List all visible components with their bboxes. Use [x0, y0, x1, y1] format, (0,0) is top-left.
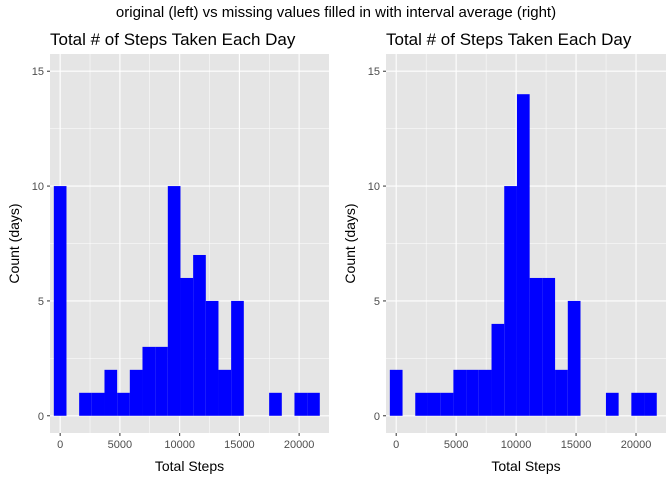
y-axis-title: Count (days) [6, 203, 22, 283]
panel-title: Total # of Steps Taken Each Day [50, 30, 296, 49]
histogram-bar [529, 277, 543, 416]
x-tick-label: 20000 [621, 439, 652, 451]
histogram-bar [231, 300, 244, 416]
panel-left: 0 5 10 15 0 5000 10000 15000 20000 Total # of S… [6, 30, 329, 474]
histogram-bar [104, 369, 118, 416]
x-tick-label: 0 [57, 439, 63, 451]
histogram-bar [129, 369, 143, 416]
histogram-bar [478, 369, 492, 416]
histogram-bar [453, 369, 467, 416]
histogram-bar [415, 392, 428, 416]
y-tick-label: 5 [38, 296, 44, 308]
histogram-bar [644, 392, 657, 416]
histogram-bar [79, 392, 92, 416]
y-tick-label: 0 [374, 411, 380, 423]
y-tick-label: 0 [38, 411, 44, 423]
histogram-bar [91, 392, 105, 416]
histogram-bar [269, 392, 282, 416]
histogram-bar [180, 277, 194, 416]
histogram-bar [389, 369, 403, 416]
y-tick-label: 10 [368, 181, 380, 193]
histogram-bars [53, 186, 320, 416]
histogram-bar [218, 369, 232, 416]
histogram-bar [504, 186, 517, 416]
x-axis: 0 5000 10000 15000 20000 [393, 433, 651, 451]
histogram-bar [567, 300, 581, 416]
histogram-bar [117, 392, 130, 416]
histogram-bar [155, 346, 168, 416]
x-tick-label: 5000 [444, 439, 468, 451]
histogram-bar [631, 392, 645, 416]
x-tick-label: 0 [393, 439, 399, 451]
histogram-bar [193, 254, 206, 416]
x-tick-label: 15000 [224, 439, 255, 451]
x-tick-label: 10000 [164, 439, 195, 451]
histogram-bar [307, 392, 320, 416]
histogram-bar [167, 186, 181, 416]
histogram-bar [294, 392, 308, 416]
panel-right: 0 5 10 15 0 5000 10000 15000 20000 Total # of S… [342, 30, 666, 474]
y-tick-label: 15 [368, 66, 380, 78]
x-tick-label: 15000 [561, 439, 592, 451]
histogram-bar [427, 392, 441, 416]
histogram-bar [516, 94, 530, 416]
x-axis-title: Total Steps [155, 458, 224, 474]
histogram-bar [555, 369, 568, 416]
histogram-bar [605, 392, 619, 416]
x-tick-label: 20000 [284, 439, 315, 451]
histogram-bar [542, 277, 556, 416]
y-axis-title: Count (days) [342, 203, 358, 283]
histogram-bar [466, 369, 479, 416]
x-tick-label: 10000 [501, 439, 532, 451]
panel-title: Total # of Steps Taken Each Day [386, 30, 632, 49]
histogram-bar [491, 323, 505, 416]
histogram-bars [389, 94, 657, 416]
histogram-bar [142, 346, 156, 416]
x-tick-label: 5000 [108, 439, 132, 451]
x-axis-title: Total Steps [491, 458, 560, 474]
y-tick-label: 10 [32, 181, 44, 193]
histogram-bar [440, 392, 454, 416]
y-axis: 0 5 10 15 [32, 66, 50, 423]
x-axis: 0 5000 10000 15000 20000 [57, 433, 314, 451]
histogram-bar [205, 300, 219, 416]
y-tick-label: 5 [374, 296, 380, 308]
figure-suptitle: original (left) vs missing values filled… [116, 4, 556, 21]
y-tick-label: 15 [32, 66, 44, 78]
histogram-bar [53, 186, 67, 416]
y-axis: 0 5 10 15 [368, 66, 386, 423]
